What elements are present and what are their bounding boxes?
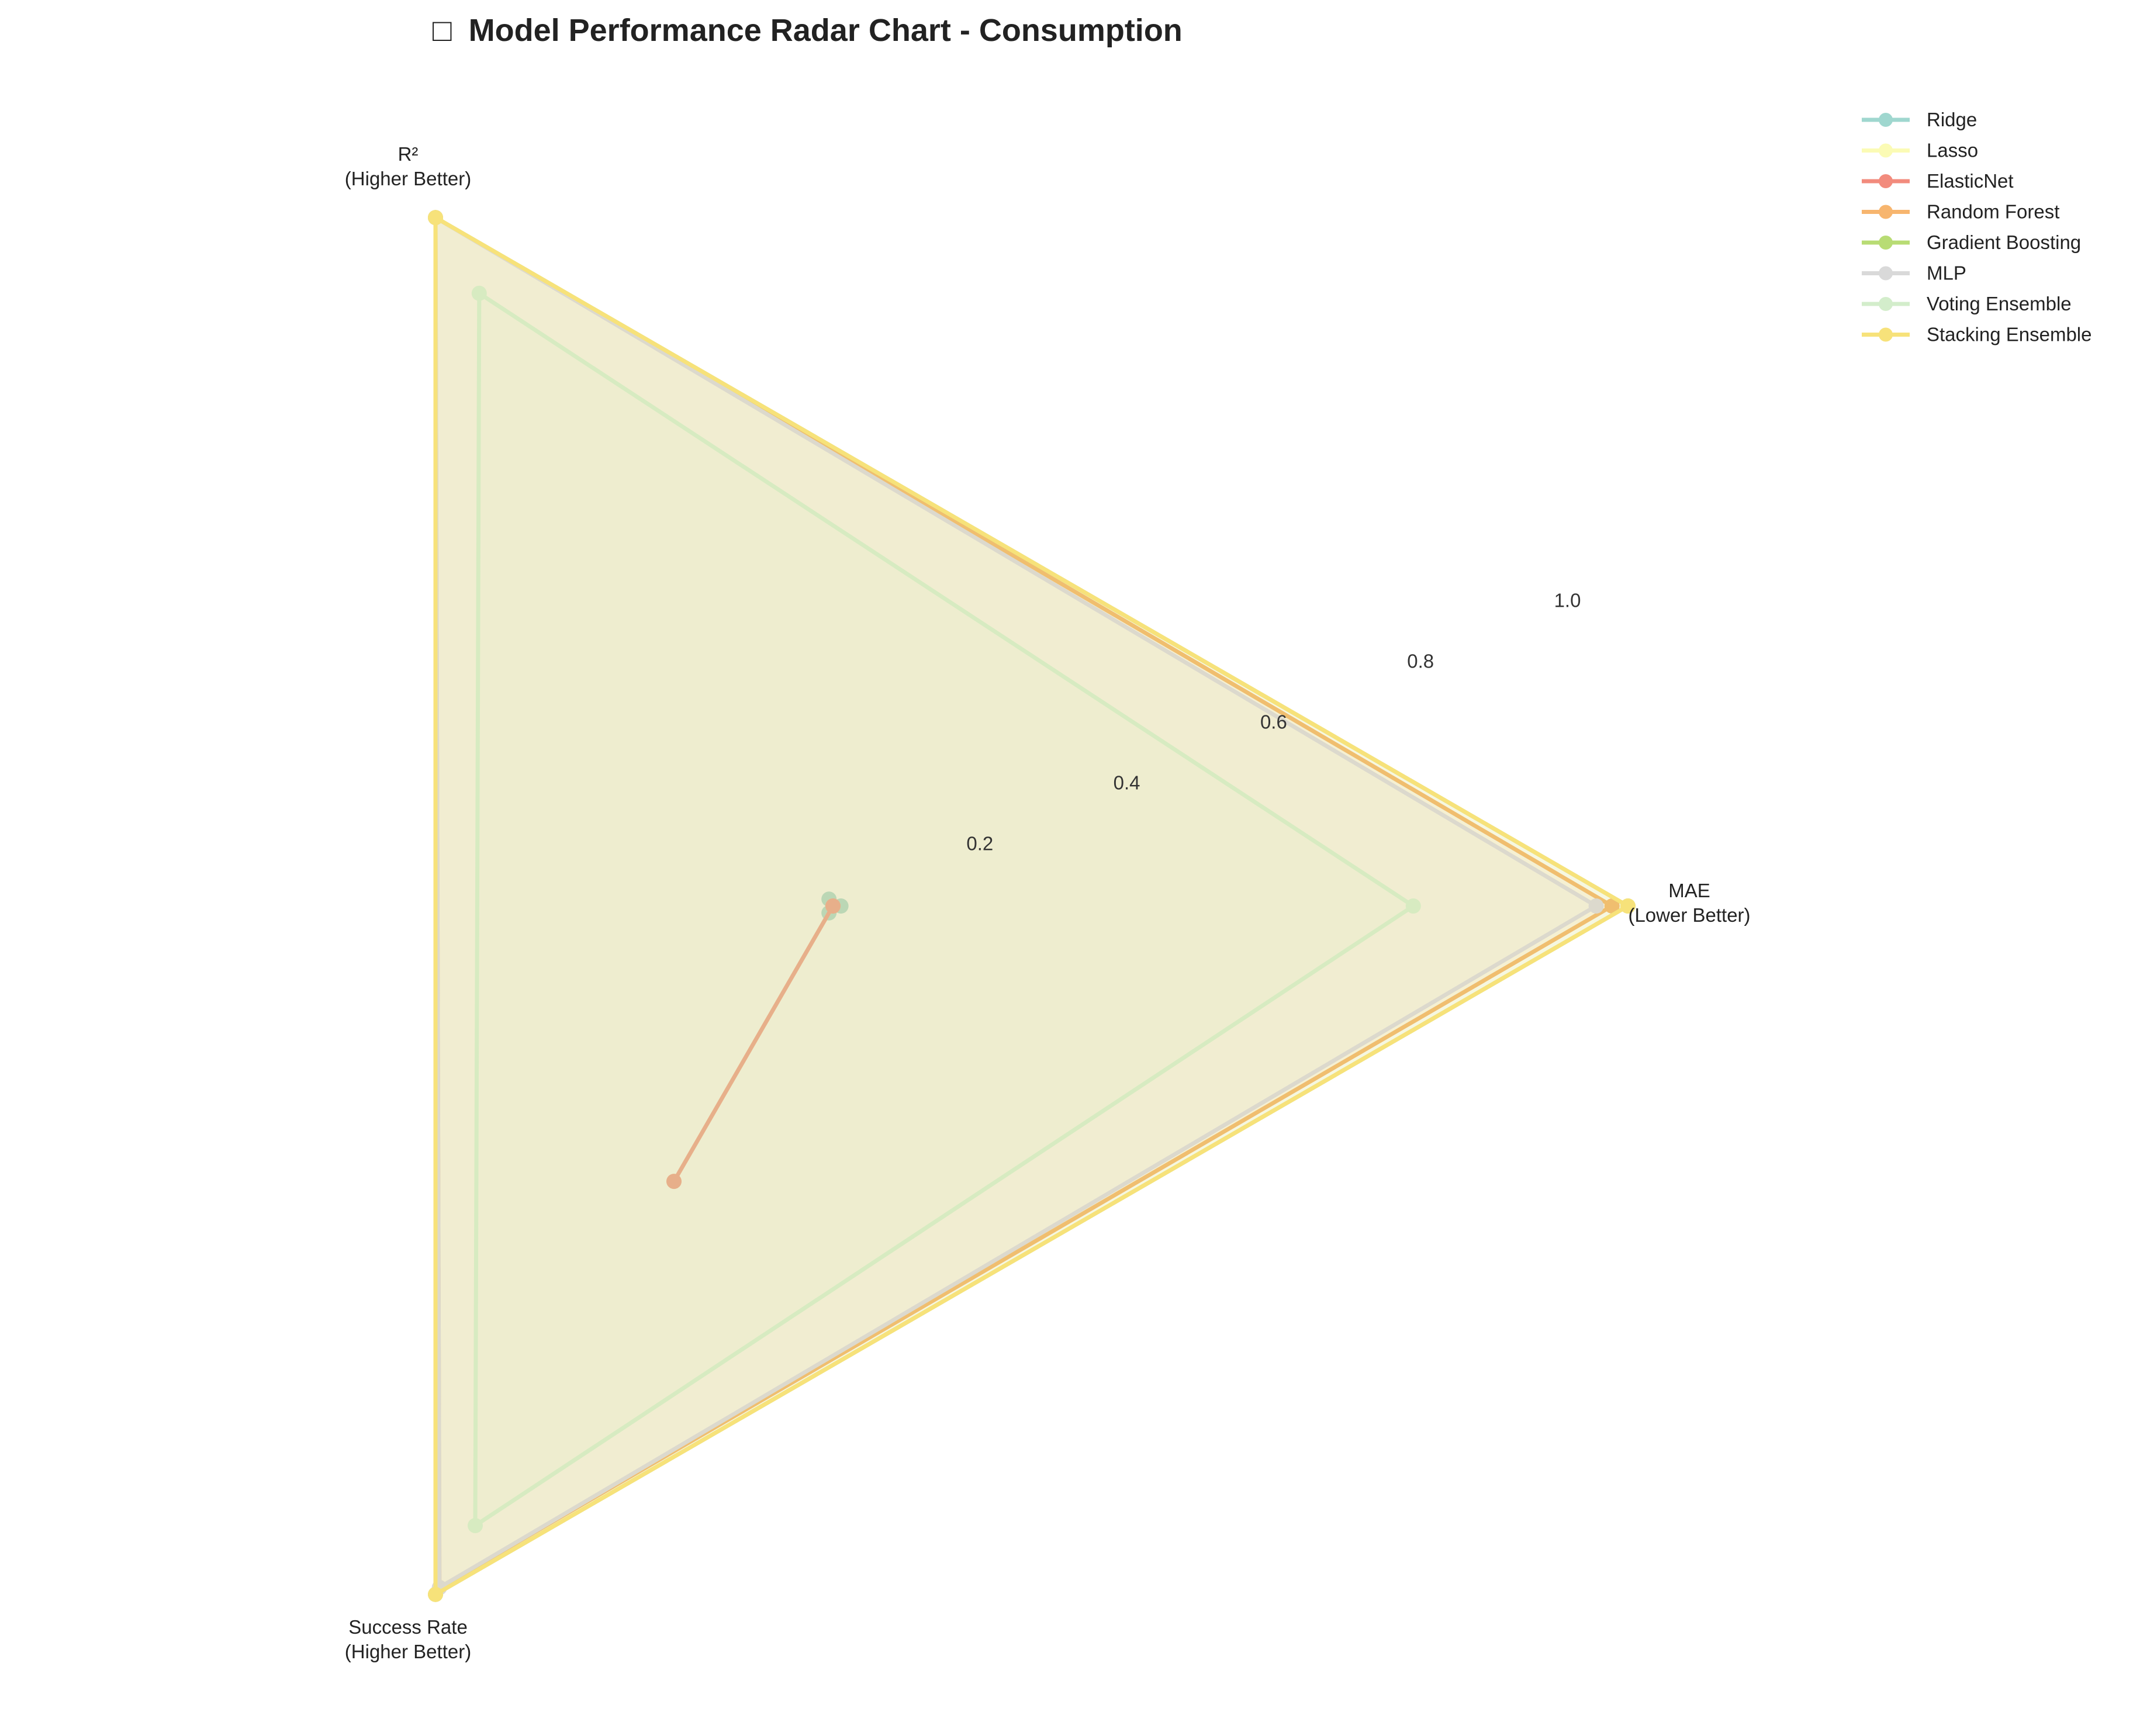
legend-label: Voting Ensemble [1927,293,2072,314]
legend-item: Stacking Ensemble [1862,324,2091,345]
axis-label: Success Rate (Higher Better) [345,1616,471,1662]
legend-swatch-marker [1879,327,1893,342]
series-area [475,293,1413,1526]
series-area [435,217,1596,1588]
data-point [1405,898,1421,914]
data-point [471,285,487,301]
series-layer [428,210,1636,1602]
legend-item: Ridge [1862,109,1977,130]
data-point [1604,898,1620,914]
legend-label: Ridge [1927,109,1977,130]
radial-tick-label: 0.6 [1260,711,1287,732]
series-area [435,217,1612,1588]
legend-label: MLP [1927,262,1966,284]
series-line [433,215,1630,1597]
legend-item: ElasticNet [1862,170,2014,192]
data-point [1588,898,1604,914]
series-elasticnet [666,898,841,1189]
legend-label: Stacking Ensemble [1927,324,2091,345]
radial-tick-labels: 0.2 0.4 0.6 0.8 1.0 [966,589,1581,854]
legend-label: ElasticNet [1927,170,2014,192]
legend-label: Lasso [1927,140,1978,161]
legend-swatch-marker [1879,205,1893,219]
series-line [473,291,1416,1528]
title-text: Model Performance Radar Chart - Consumpt… [469,13,1183,48]
axis-label: MAE (Lower Better) [1628,880,1750,926]
data-point [428,210,443,226]
legend-item: Lasso [1862,140,1978,161]
data-point [1620,898,1636,914]
series-area [435,217,1628,1595]
data-point [428,1586,443,1602]
data-point [825,898,841,914]
legend-swatch-marker [1879,174,1893,188]
data-point [666,1174,682,1189]
legend-swatch-marker [1879,143,1893,158]
series-stacking-ensemble [428,210,1636,1602]
radial-tick-label: 1.0 [1554,589,1581,611]
legend-label: Gradient Boosting [1927,231,2081,253]
legend-swatch-marker [1879,266,1893,281]
legend-item: Gradient Boosting [1862,231,2081,253]
series-area [435,217,1628,1595]
title-icon: □ [433,13,452,48]
axis-labels: MAE (Lower Better) R² (Higher Better) Succes… [345,143,1751,1662]
axis-label: R² (Higher Better) [345,143,471,189]
data-point [468,1518,483,1533]
radial-tick-label: 0.4 [1114,772,1140,794]
legend-label: Random Forest [1927,201,2059,223]
legend-swatch-marker [1879,113,1893,127]
radial-tick-label: 0.2 [966,833,993,855]
chart-title: □ Model Performance Radar Chart - Consum… [433,13,1183,48]
legend-item: MLP [1862,262,1966,284]
legend-item: Voting Ensemble [1862,293,2072,314]
legend-item: Random Forest [1862,201,2059,223]
radial-tick-label: 0.8 [1407,650,1434,672]
legend: Ridge Lasso ElasticNet Random Forest Gradien… [1862,109,2091,345]
legend-swatch-marker [1879,236,1893,250]
series-voting-ensemble [468,285,1421,1533]
legend-swatch-marker [1879,297,1893,311]
